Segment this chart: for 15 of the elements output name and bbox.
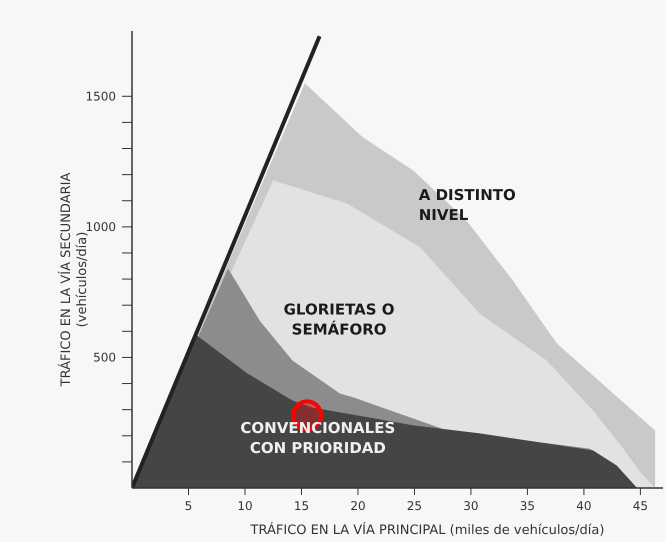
series-label: CONVENCIONALES CON PRIORIDAD <box>240 419 396 458</box>
x-tick-label: 10 <box>237 499 253 513</box>
x-tick-label: 15 <box>294 499 310 513</box>
x-tick-label: 45 <box>632 499 648 513</box>
x-tick-label: 30 <box>463 499 479 513</box>
x-tick-label: 40 <box>576 499 592 513</box>
x-tick-label: 25 <box>406 499 422 513</box>
x-tick-label: 5 <box>184 499 192 513</box>
x-tick-label: 20 <box>350 499 366 513</box>
x-tick-label: 35 <box>520 499 536 513</box>
series-label: A DISTINTO NIVEL <box>418 186 516 224</box>
x-axis-title: TRÁFICO EN LA VÍA PRINCIPAL (miles de vehículos/día) <box>250 521 604 538</box>
series-label: GLORIETAS O SEMÁFORO <box>284 300 395 338</box>
y-tick-label: 500 <box>93 350 116 364</box>
y-tick-label: 1500 <box>85 89 116 104</box>
